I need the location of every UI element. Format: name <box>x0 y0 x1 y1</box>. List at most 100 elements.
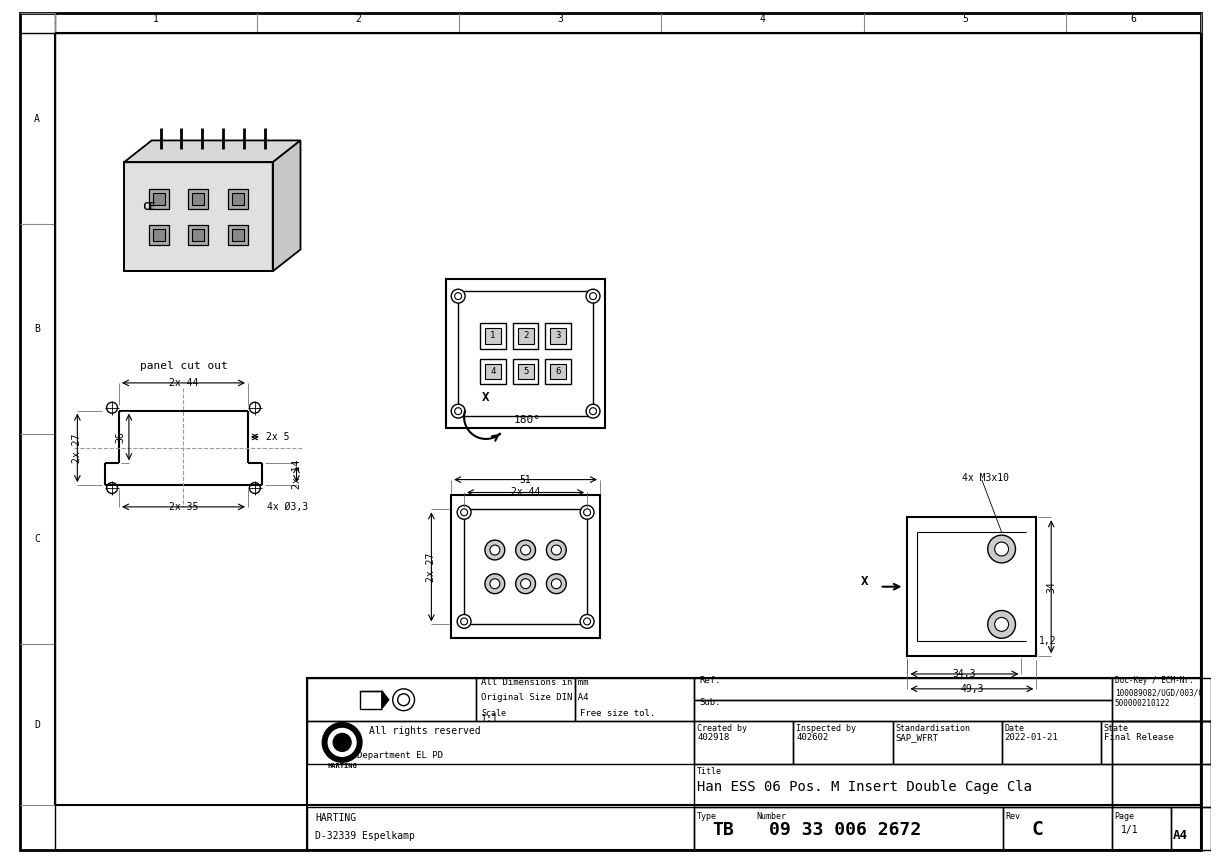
Bar <box>1111 721 1211 807</box>
Text: D-32339 Espelkamp: D-32339 Espelkamp <box>315 830 415 841</box>
Bar <box>1111 678 1211 721</box>
Text: 34,3: 34,3 <box>952 669 976 679</box>
Bar <box>476 678 575 721</box>
Bar <box>518 363 534 380</box>
Text: 1:1: 1:1 <box>481 714 498 723</box>
Text: Free size tol.: Free size tol. <box>580 709 656 718</box>
Text: 1/1: 1/1 <box>1121 825 1138 835</box>
Circle shape <box>490 545 499 555</box>
Text: 6: 6 <box>556 367 560 376</box>
Circle shape <box>584 509 591 516</box>
Circle shape <box>586 289 600 303</box>
Circle shape <box>590 407 597 414</box>
Text: Date: Date <box>1005 723 1024 733</box>
Text: All rights reserved: All rights reserved <box>369 727 481 736</box>
Bar <box>188 189 209 209</box>
Circle shape <box>590 293 597 299</box>
Circle shape <box>328 728 357 756</box>
Text: 100089082/UGD/003/C: 100089082/UGD/003/C <box>1115 689 1203 697</box>
Text: 402918: 402918 <box>697 733 729 742</box>
Text: 1: 1 <box>153 14 159 24</box>
Circle shape <box>454 407 462 414</box>
Polygon shape <box>272 141 300 271</box>
Circle shape <box>552 579 562 589</box>
Circle shape <box>249 402 260 413</box>
Bar <box>308 678 476 721</box>
Text: 09 33 006 2672: 09 33 006 2672 <box>768 821 921 839</box>
Circle shape <box>520 545 531 555</box>
Bar <box>513 323 538 349</box>
Bar <box>480 323 505 349</box>
Text: 2022-01-21: 2022-01-21 <box>1005 733 1059 742</box>
Text: Page: Page <box>1115 812 1134 821</box>
Text: HARTING: HARTING <box>315 813 357 822</box>
Circle shape <box>552 545 562 555</box>
Text: Created by: Created by <box>697 723 747 733</box>
Circle shape <box>249 482 260 494</box>
Text: Type: Type <box>697 812 717 821</box>
Text: 4: 4 <box>490 367 496 376</box>
Bar <box>458 291 593 416</box>
Text: 51: 51 <box>520 475 531 485</box>
Text: 4x Ø3,3: 4x Ø3,3 <box>266 502 308 512</box>
Text: 2x 5: 2x 5 <box>266 432 289 442</box>
Bar <box>125 162 272 271</box>
Circle shape <box>460 618 468 625</box>
Bar <box>546 323 571 349</box>
Circle shape <box>322 722 361 762</box>
Bar <box>695 721 794 765</box>
Text: Title: Title <box>697 767 722 776</box>
Text: Doc-Key / ECM-Nr.: Doc-Key / ECM-Nr. <box>1115 677 1193 685</box>
Text: 4x M3x10: 4x M3x10 <box>962 473 1009 482</box>
Circle shape <box>995 617 1009 632</box>
Bar <box>1002 807 1111 849</box>
Circle shape <box>995 542 1009 556</box>
Text: A4: A4 <box>1173 828 1188 841</box>
Text: CE: CE <box>142 202 155 212</box>
Circle shape <box>457 506 471 520</box>
Bar <box>485 363 501 380</box>
Circle shape <box>988 610 1016 639</box>
Text: TB: TB <box>712 821 734 839</box>
Circle shape <box>515 574 536 594</box>
Circle shape <box>454 293 462 299</box>
Circle shape <box>460 509 468 516</box>
Text: 3: 3 <box>557 14 563 24</box>
Text: 2x 44: 2x 44 <box>510 488 540 497</box>
Bar <box>308 678 1201 849</box>
Bar <box>513 359 538 384</box>
Text: 6: 6 <box>1131 14 1137 24</box>
Bar <box>546 359 571 384</box>
Bar <box>551 363 567 380</box>
Bar <box>125 162 272 271</box>
Circle shape <box>520 579 531 589</box>
Text: 4: 4 <box>759 14 766 24</box>
Text: D: D <box>34 720 40 729</box>
Text: X: X <box>482 391 490 404</box>
Text: Original Size DIN A4: Original Size DIN A4 <box>481 693 589 702</box>
Bar <box>232 193 244 205</box>
Text: Scale: Scale <box>481 709 505 718</box>
Text: SAP_WFRT: SAP_WFRT <box>895 733 939 742</box>
Text: 36: 36 <box>115 432 125 443</box>
Bar <box>1111 807 1171 849</box>
Bar <box>1111 721 1211 765</box>
Bar <box>446 280 604 428</box>
Bar <box>193 229 204 241</box>
Circle shape <box>452 289 465 303</box>
Bar <box>228 189 248 209</box>
Bar <box>188 224 209 244</box>
Text: All Dimensions in mm: All Dimensions in mm <box>481 678 589 688</box>
Bar <box>695 765 1111 807</box>
Circle shape <box>106 402 117 413</box>
Text: Standardisation: Standardisation <box>895 723 971 733</box>
Text: 2: 2 <box>523 331 529 340</box>
Text: HARTING: HARTING <box>327 763 357 769</box>
Text: 2x 27: 2x 27 <box>426 552 436 582</box>
Circle shape <box>490 579 499 589</box>
Text: Sub.: Sub. <box>700 698 720 708</box>
Text: A: A <box>34 114 40 123</box>
Text: 5: 5 <box>523 367 529 376</box>
Circle shape <box>485 574 504 594</box>
Circle shape <box>457 614 471 628</box>
